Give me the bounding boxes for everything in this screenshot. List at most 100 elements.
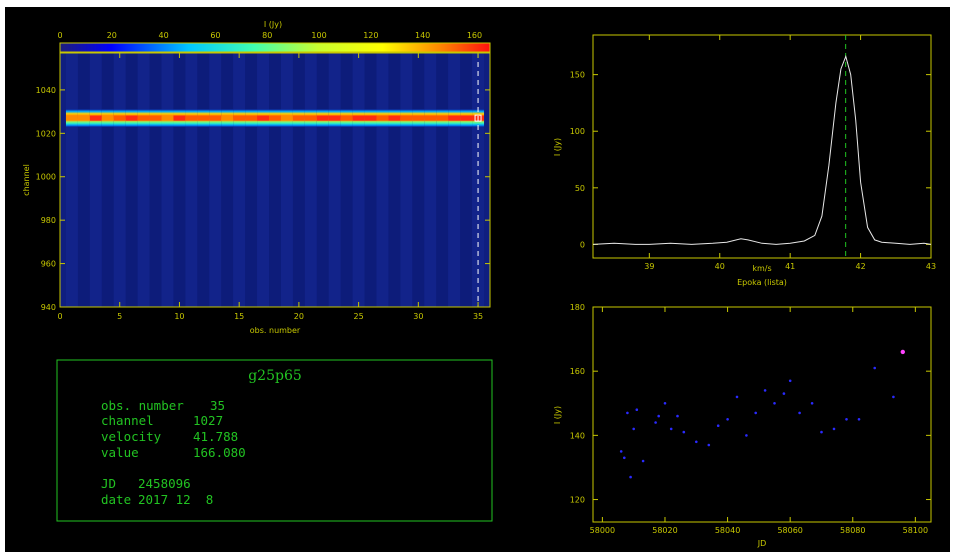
- info-label-obs: obs. number: [101, 398, 184, 413]
- colorbar-tick-label: 160: [467, 31, 482, 40]
- heatmap-peak-cell: [257, 115, 270, 121]
- colorbar-tick-label: 60: [210, 31, 220, 40]
- heatmap-column: [436, 53, 449, 307]
- heatmap-peak-cell: [137, 115, 150, 121]
- heatmap-ytick-label: 940: [41, 303, 56, 312]
- spectrum-subtitle: Epoka (lista): [737, 278, 787, 287]
- lightcurve-point: [873, 366, 876, 370]
- heatmap-peak-cell: [352, 115, 365, 121]
- lightcurve-point: [782, 392, 786, 395]
- lightcurve-point: [629, 475, 632, 479]
- viewer-window: I (Jy) 0 20 40 60 80 100 120 140 160 0 5 10 15 20 25 3…: [5, 7, 950, 552]
- lightcurve-xtick-label: 58060: [777, 526, 802, 535]
- heatmap-peak-cell: [388, 115, 401, 121]
- lightcurve-point: [892, 395, 895, 399]
- lightcurve-point: [682, 430, 686, 434]
- lightcurve-point: [726, 418, 729, 421]
- spectrum-xtick-label: 42: [855, 262, 865, 271]
- heatmap-column: [400, 53, 413, 307]
- info-value-obs: 35: [210, 398, 225, 413]
- spectrum-line: [592, 54, 932, 245]
- heatmap-column: [185, 53, 198, 307]
- heatmap-column: [460, 53, 473, 307]
- info-value-date: 2017 12 8: [138, 492, 213, 507]
- colorbar-tick-label: 40: [159, 31, 169, 40]
- heatmap-column: [233, 53, 246, 307]
- lightcurve-point: [763, 389, 767, 392]
- colorbar-frame: [59, 42, 491, 53]
- heatmap-peak-cell: [77, 115, 90, 121]
- heatmap-peak-cell: [125, 115, 138, 121]
- lightcurve-point: [663, 402, 667, 405]
- heatmap-xtick-label: 25: [354, 312, 364, 321]
- lightcurve-point: [635, 408, 639, 412]
- heatmap-xtick-label: 30: [413, 312, 423, 321]
- spectrum-ytick-label: 50: [575, 184, 585, 193]
- lightcurve-point: [788, 379, 792, 383]
- heatmap-frame: [59, 52, 491, 308]
- spectrum-ytick-label: 0: [580, 240, 585, 249]
- spectrum-frame: [592, 34, 932, 259]
- heatmap-column: [89, 53, 102, 307]
- heatmap-column: [257, 53, 270, 307]
- heatmap-xtick-label: 15: [234, 312, 244, 321]
- heatmap-column: [149, 53, 162, 307]
- lightcurve-point: [632, 427, 635, 431]
- lightcurve-point: [676, 414, 679, 418]
- lightcurve-point: [820, 430, 823, 434]
- lightcurve-point: [657, 414, 660, 418]
- heatmap-peak-cell: [328, 115, 341, 121]
- heatmap-column: [221, 53, 234, 307]
- heatmap-ytick-label: 960: [41, 260, 56, 269]
- heatmap-column: [292, 53, 305, 307]
- heatmap-column: [280, 53, 293, 307]
- lightcurve-xtick-label: 58020: [652, 526, 677, 535]
- heatmap-peak-cell: [364, 115, 377, 121]
- lightcurve-point: [626, 411, 629, 415]
- heatmap-peak-cell: [269, 115, 281, 121]
- heatmap-peak-cell: [89, 115, 102, 121]
- lightcurve-point: [619, 450, 623, 453]
- heatmap-peak-cell: [280, 115, 293, 121]
- info-label-channel: channel: [101, 413, 154, 428]
- colorbar-tick-label: 120: [363, 31, 378, 40]
- spectrum-xtick-label: 39: [644, 262, 654, 271]
- heatmap-ytick-label: 1000: [36, 173, 56, 182]
- heatmap-column: [304, 53, 317, 307]
- heatmap-ytick-label: 1020: [36, 129, 56, 138]
- lightcurve-point: [707, 443, 711, 447]
- info-label-value: value: [101, 445, 139, 460]
- colorbar-title: I (Jy): [264, 20, 282, 29]
- lightcurve-point: [857, 418, 861, 421]
- heatmap-column: [328, 53, 341, 307]
- heatmap-peak-cell: [412, 115, 425, 121]
- heatmap-column: [412, 53, 425, 307]
- lightcurve-point: [654, 421, 657, 424]
- lightcurve-point: [735, 395, 739, 399]
- heatmap-peak-cell: [101, 115, 114, 121]
- spectrum-xtick-label: 43: [926, 262, 936, 271]
- heatmap-peak-cell: [448, 115, 461, 121]
- lightcurve-point: [810, 402, 814, 405]
- heatmap-column: [316, 53, 329, 307]
- spectrum-ylabel: I (Jy): [553, 138, 562, 156]
- selected-cell-cursor[interactable]: [474, 114, 482, 122]
- heatmap-column: [245, 53, 258, 307]
- spectrum-panel: 39 40 41 42 43 0 50 100 150 km/s Epoka (lista) I…: [553, 34, 936, 287]
- lightcurve-xtick-label: 58100: [903, 526, 928, 535]
- colorbar-tick-label: 140: [415, 31, 430, 40]
- lightcurve-point: [798, 411, 801, 415]
- lightcurve-point: [845, 418, 848, 421]
- heatmap-xtick-label: 10: [174, 312, 184, 321]
- heatmap-xtick-label: 35: [473, 312, 483, 321]
- heatmap-column: [161, 53, 174, 307]
- heatmap-panel: 0 5 10 15 20 25 30 35 940 960 980 1000 1020 1040 obs.…: [22, 52, 491, 335]
- heatmap-peak-cell: [113, 115, 126, 121]
- heatmap-peak-cell: [173, 115, 186, 121]
- heatmap-xtick-label: 0: [57, 312, 62, 321]
- heatmap-ytick-label: 980: [41, 216, 56, 225]
- lightcurve-highlight-point: [900, 349, 905, 355]
- lightcurve-point: [669, 427, 673, 431]
- lightcurve-xtick-label: 58040: [715, 526, 740, 535]
- heatmap-peak-cell: [209, 115, 222, 121]
